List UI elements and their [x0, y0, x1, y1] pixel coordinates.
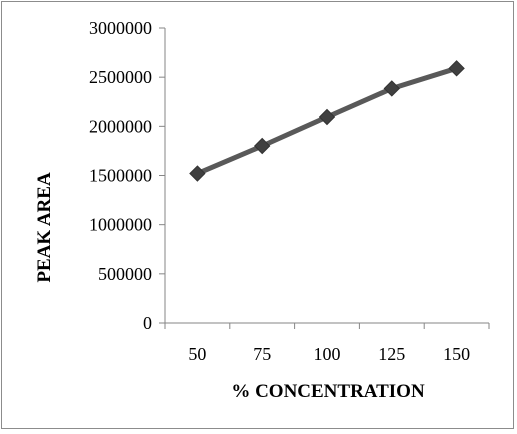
x-tick-label: 150 — [443, 344, 470, 364]
y-tick-label: 500000 — [98, 264, 152, 284]
x-tick-label: 125 — [378, 344, 405, 364]
x-axis-ticks: 50 75 100 125 150 — [164, 323, 490, 364]
y-axis-title: PEAK AREA — [34, 172, 55, 283]
x-tick-label: 75 — [253, 344, 271, 364]
y-axis-ticks: 0 500000 1000000 1500000 2000000 2500000 30000… — [89, 18, 165, 333]
y-tick-label: 2500000 — [89, 67, 152, 87]
data-point-marker — [383, 80, 401, 97]
x-tick-label: 50 — [188, 344, 206, 364]
data-point-marker — [318, 108, 336, 126]
data-point-marker — [189, 165, 206, 182]
y-tick-label: 0 — [143, 313, 152, 333]
chart-frame — [1, 1, 514, 429]
y-tick-label: 1000000 — [89, 215, 152, 235]
y-tick-label: 3000000 — [89, 18, 152, 38]
x-axis-title: % CONCENTRATION — [231, 381, 425, 402]
y-tick-label: 1500000 — [89, 166, 152, 186]
series-peak-area — [189, 60, 465, 182]
x-tick-label: 100 — [314, 344, 341, 364]
data-point-marker — [448, 60, 465, 77]
y-tick-label: 2000000 — [89, 116, 152, 136]
data-point-marker — [253, 137, 271, 155]
